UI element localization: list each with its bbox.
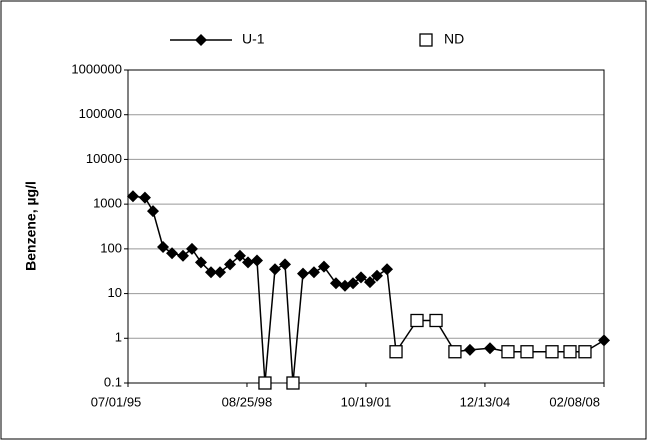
data-point bbox=[410, 313, 424, 328]
data-point bbox=[286, 376, 300, 390]
data-point bbox=[213, 266, 226, 279]
y-axis-label: Benzene, µg/l bbox=[23, 181, 39, 271]
data-point bbox=[598, 334, 610, 347]
data-point bbox=[371, 269, 384, 282]
data-point bbox=[381, 263, 394, 276]
x-tick-label: 07/01/95 bbox=[91, 394, 142, 409]
line-segment bbox=[152, 210, 164, 248]
line-segment bbox=[292, 273, 304, 384]
line-segment bbox=[284, 264, 294, 384]
legend-marker bbox=[195, 34, 207, 46]
data-point bbox=[268, 263, 281, 276]
data-point bbox=[176, 249, 189, 262]
data-point bbox=[545, 345, 559, 359]
data-point bbox=[578, 345, 592, 359]
data-point bbox=[329, 277, 342, 290]
data-point bbox=[448, 345, 462, 359]
data-point bbox=[126, 190, 139, 203]
data-point bbox=[138, 191, 151, 204]
data-point bbox=[483, 342, 496, 355]
data-point bbox=[205, 266, 218, 279]
legend-label: ND bbox=[444, 31, 464, 47]
data-point bbox=[279, 258, 292, 271]
x-tick-label: 02/08/08 bbox=[549, 394, 600, 409]
data-point bbox=[363, 276, 376, 289]
data-point bbox=[296, 267, 309, 280]
data-point bbox=[157, 241, 170, 254]
x-tick-label: 08/25/98 bbox=[222, 394, 273, 409]
data-point bbox=[347, 277, 360, 290]
legend-marker bbox=[419, 33, 433, 47]
y-tick-label: 1000000 bbox=[71, 61, 122, 76]
data-point bbox=[317, 260, 330, 273]
data-point bbox=[354, 271, 367, 284]
data-point bbox=[563, 345, 577, 359]
data-point bbox=[242, 256, 255, 269]
data-point bbox=[258, 376, 272, 390]
data-point bbox=[233, 249, 246, 262]
x-tick-label: 12/13/04 bbox=[460, 394, 511, 409]
data-point bbox=[194, 256, 207, 269]
y-tick-label: 0.1 bbox=[104, 374, 122, 389]
data-point bbox=[166, 247, 179, 260]
data-point bbox=[501, 345, 515, 359]
y-tick-label: 100000 bbox=[79, 106, 122, 121]
data-point bbox=[147, 205, 160, 218]
data-point bbox=[520, 345, 534, 359]
data-point bbox=[429, 313, 443, 328]
y-tick-label: 1000 bbox=[93, 196, 122, 211]
line-segment bbox=[264, 269, 276, 384]
data-point bbox=[463, 343, 476, 356]
y-tick-label: 10 bbox=[108, 285, 122, 300]
y-tick-label: 1 bbox=[115, 330, 122, 345]
data-point bbox=[224, 258, 237, 271]
data-point bbox=[307, 266, 320, 279]
data-point bbox=[389, 345, 403, 359]
y-tick-label: 10000 bbox=[86, 151, 122, 166]
y-tick-label: 100 bbox=[100, 240, 122, 255]
data-point bbox=[185, 242, 198, 255]
data-point bbox=[251, 254, 264, 267]
line-segment bbox=[386, 269, 397, 352]
legend-label: U-1 bbox=[242, 31, 265, 47]
x-tick-label: 10/19/01 bbox=[341, 394, 392, 409]
line-segment bbox=[256, 260, 266, 384]
